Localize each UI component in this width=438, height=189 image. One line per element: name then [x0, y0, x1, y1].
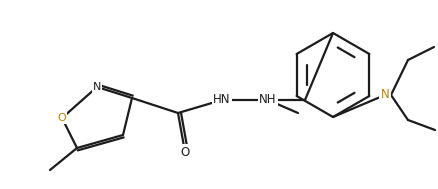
Text: NH: NH	[259, 94, 276, 106]
Text: HN: HN	[213, 94, 230, 106]
Text: N: N	[92, 82, 101, 92]
Text: O: O	[57, 113, 66, 123]
Text: N: N	[380, 88, 389, 101]
Text: O: O	[180, 146, 189, 159]
